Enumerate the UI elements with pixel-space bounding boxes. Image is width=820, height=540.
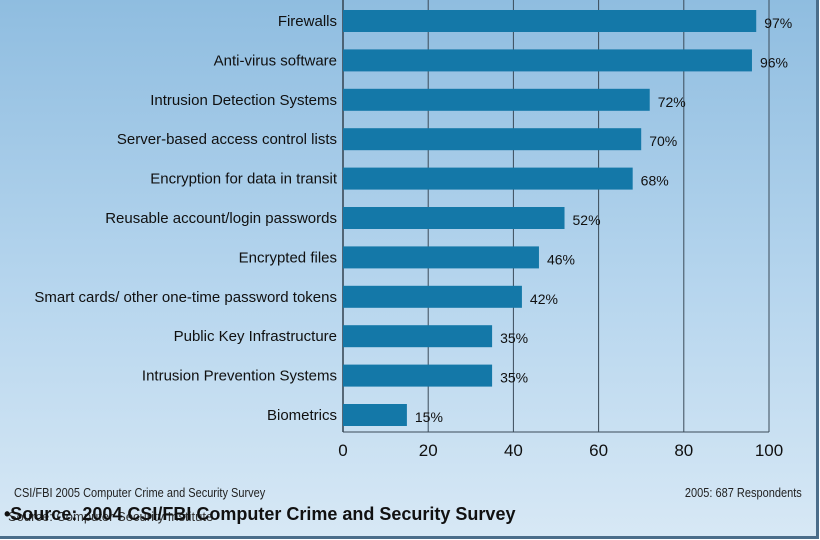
value-label: 35%: [500, 330, 528, 346]
category-label: Intrusion Detection Systems: [150, 92, 337, 109]
category-label: Reusable account/login passwords: [105, 210, 337, 227]
overlay-source-caption: Source: Computer Security Institute: [8, 509, 214, 524]
category-label: Firewalls: [278, 13, 337, 30]
bar: [343, 364, 493, 387]
bar: [343, 128, 642, 151]
category-label: Biometrics: [267, 407, 337, 424]
value-label: 96%: [760, 54, 788, 70]
category-label: Encryption for data in transit: [150, 171, 338, 188]
value-label: 52%: [573, 212, 601, 228]
value-label: 97%: [764, 15, 792, 31]
bar: [343, 325, 493, 348]
x-tick-label: 0: [338, 441, 347, 460]
x-tick-label: 40: [504, 441, 523, 460]
category-label: Encrypted files: [239, 249, 337, 266]
category-label: Intrusion Prevention Systems: [142, 368, 337, 385]
x-tick-label: 60: [589, 441, 608, 460]
value-label: 68%: [641, 173, 669, 189]
value-label: 15%: [415, 409, 443, 425]
x-tick-label: 20: [419, 441, 438, 460]
source-note: •Source: 2004 CSI/FBI Computer Crime and…: [4, 504, 516, 524]
bar: [343, 167, 633, 190]
bar-chart: Firewalls 97% Anti-virus software 96% Intrus…: [34, 0, 792, 460]
category-label: Public Key Infrastructure: [174, 328, 337, 345]
value-label: 72%: [658, 94, 686, 110]
value-label: 46%: [547, 251, 575, 267]
value-label: 35%: [500, 370, 528, 386]
bar: [343, 10, 757, 32]
x-tick-label: 80: [674, 441, 693, 460]
bar: [343, 207, 565, 229]
bar: [343, 88, 650, 111]
value-label: 70%: [649, 133, 677, 149]
category-label: Anti-virus software: [214, 52, 337, 69]
survey-caption: CSI/FBI 2005 Computer Crime and Security…: [14, 486, 266, 500]
x-tick-label: 100: [755, 441, 783, 460]
bar: [343, 246, 539, 269]
category-label: Smart cards/ other one-time password tok…: [34, 289, 337, 306]
bar: [343, 404, 407, 426]
bar: [343, 49, 752, 72]
category-label: Server-based access control lists: [117, 131, 337, 148]
respondents-caption: 2005: 687 Respondents: [685, 486, 802, 500]
value-label: 42%: [530, 291, 558, 307]
bar: [343, 285, 522, 308]
